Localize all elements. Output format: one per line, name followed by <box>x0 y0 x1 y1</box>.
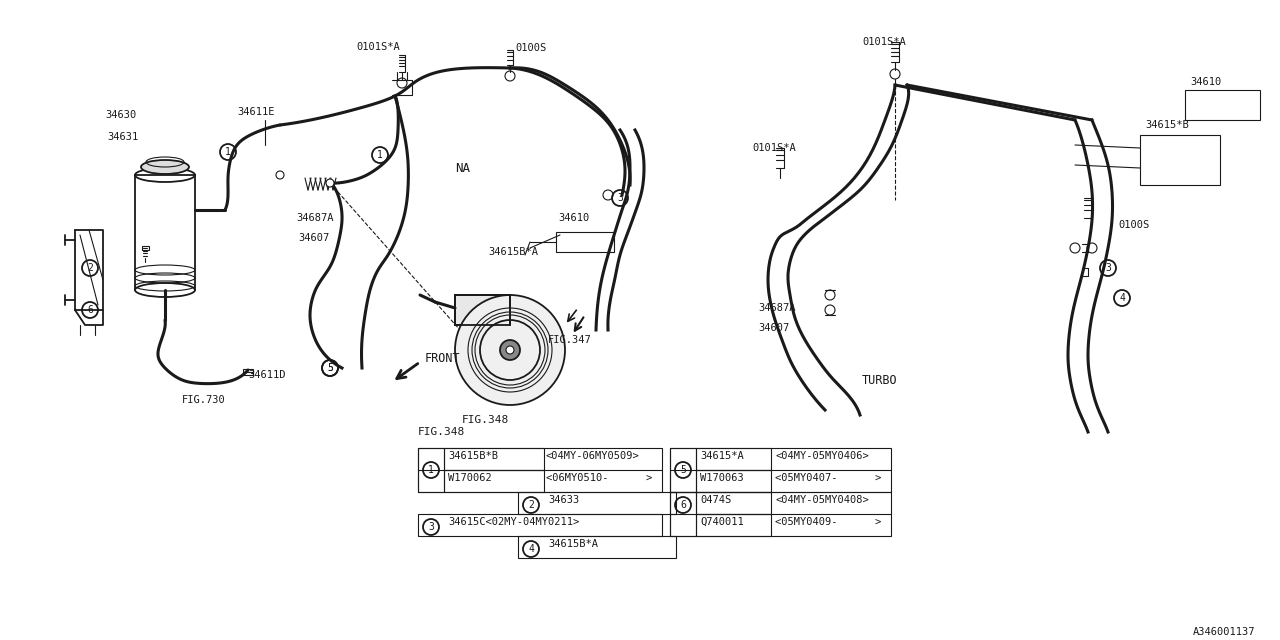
Bar <box>419 448 444 492</box>
Text: 34611E: 34611E <box>237 107 274 117</box>
Text: 1: 1 <box>378 150 383 160</box>
Text: <06MY0510-      >: <06MY0510- > <box>547 473 653 483</box>
Bar <box>696 448 771 470</box>
Text: <04MY-05MY0408>: <04MY-05MY0408> <box>774 495 869 505</box>
Bar <box>454 295 509 325</box>
Text: 0101S*A: 0101S*A <box>356 42 399 52</box>
Bar <box>444 470 544 492</box>
Bar <box>419 448 662 492</box>
Ellipse shape <box>141 160 189 174</box>
Text: 34607: 34607 <box>298 233 329 243</box>
Text: 34630: 34630 <box>105 110 136 120</box>
Text: 3: 3 <box>617 193 623 203</box>
Text: 34687A: 34687A <box>296 213 334 223</box>
Text: 6: 6 <box>680 500 686 510</box>
Text: W170063: W170063 <box>700 473 744 483</box>
Text: 0101S*A: 0101S*A <box>861 37 906 47</box>
Text: FIG.347: FIG.347 <box>548 335 591 345</box>
Bar <box>556 232 614 252</box>
Bar <box>243 369 253 375</box>
Bar <box>454 295 509 325</box>
Text: <05MY0409-      >: <05MY0409- > <box>774 517 881 527</box>
Text: 5: 5 <box>680 465 686 475</box>
Bar <box>669 448 891 492</box>
Text: 0100S: 0100S <box>1117 220 1149 230</box>
Text: 34615*A: 34615*A <box>700 451 744 461</box>
Bar <box>696 470 771 492</box>
Bar <box>419 514 662 536</box>
Text: FIG.730: FIG.730 <box>182 395 225 405</box>
Bar <box>1140 135 1220 185</box>
Text: 3: 3 <box>428 522 434 532</box>
Bar <box>1185 90 1260 120</box>
Text: <04MY-06MY0509>: <04MY-06MY0509> <box>547 451 640 461</box>
Circle shape <box>276 171 284 179</box>
Bar <box>142 246 148 250</box>
Text: 3: 3 <box>1105 263 1111 273</box>
Text: 34615B*A: 34615B*A <box>548 539 598 549</box>
Text: Q740011: Q740011 <box>700 517 744 527</box>
Text: 0101S*A: 0101S*A <box>753 143 796 153</box>
Text: 4: 4 <box>1119 293 1125 303</box>
Circle shape <box>326 179 334 187</box>
Circle shape <box>500 340 520 360</box>
Text: FIG.348: FIG.348 <box>419 427 465 437</box>
Text: 34631: 34631 <box>108 132 138 142</box>
Bar <box>518 492 676 514</box>
Text: 34610: 34610 <box>1190 77 1221 87</box>
Text: 0474S: 0474S <box>700 495 731 505</box>
Text: 34615B*A: 34615B*A <box>488 247 538 257</box>
Text: 34610: 34610 <box>558 213 589 223</box>
Text: 34615*B: 34615*B <box>1146 120 1189 130</box>
Text: 34607: 34607 <box>758 323 790 333</box>
Text: 34611D: 34611D <box>248 370 285 380</box>
Text: <04MY-05MY0406>: <04MY-05MY0406> <box>774 451 869 461</box>
Text: 5: 5 <box>328 363 333 373</box>
Text: 5: 5 <box>328 363 333 373</box>
Text: <05MY0407-      >: <05MY0407- > <box>774 473 881 483</box>
Circle shape <box>506 346 515 354</box>
Text: 34615B*B: 34615B*B <box>448 451 498 461</box>
Bar <box>444 448 544 470</box>
Bar <box>669 492 696 536</box>
Text: 1: 1 <box>428 465 434 475</box>
Bar <box>669 492 891 536</box>
Text: NA: NA <box>454 161 470 175</box>
Text: 1: 1 <box>225 147 230 157</box>
Text: 34615C<02MY-04MY0211>: 34615C<02MY-04MY0211> <box>448 517 580 527</box>
Text: 34687A: 34687A <box>758 303 795 313</box>
Text: 34633: 34633 <box>548 495 580 505</box>
Bar <box>518 536 676 558</box>
Text: TURBO: TURBO <box>861 374 897 387</box>
Text: FIG.348: FIG.348 <box>462 415 509 425</box>
Text: 6: 6 <box>87 305 93 315</box>
Text: FRONT: FRONT <box>425 351 461 365</box>
Bar <box>669 448 696 492</box>
Text: W170062: W170062 <box>448 473 492 483</box>
Text: 2: 2 <box>87 263 93 273</box>
Circle shape <box>454 295 564 405</box>
Bar <box>696 514 771 536</box>
Text: A346001137: A346001137 <box>1193 627 1254 637</box>
Text: 0100S: 0100S <box>515 43 547 53</box>
Text: 4: 4 <box>529 544 534 554</box>
Bar <box>696 492 771 514</box>
Text: 2: 2 <box>529 500 534 510</box>
